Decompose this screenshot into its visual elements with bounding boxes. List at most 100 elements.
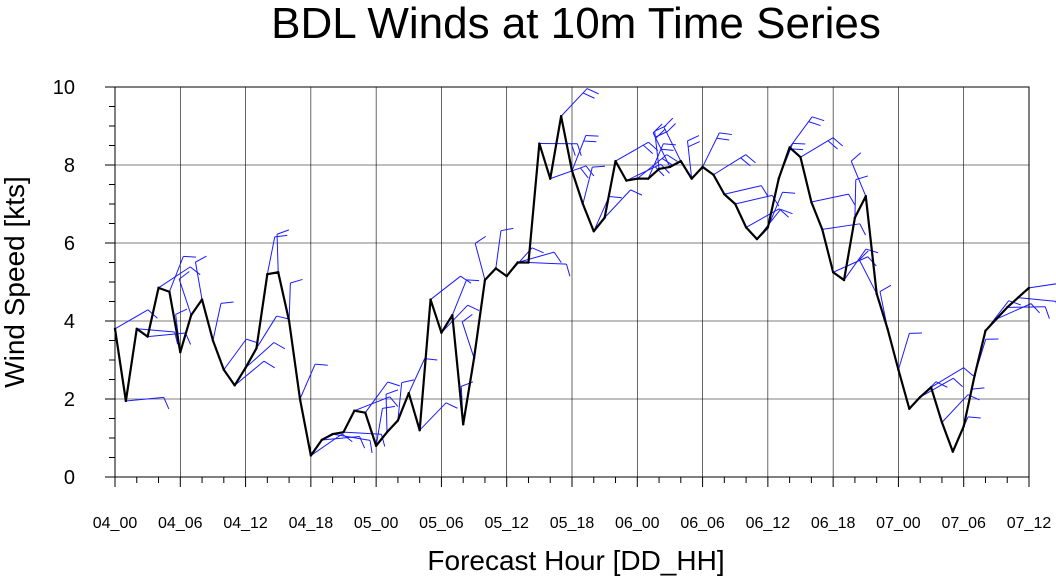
wind-barb	[451, 279, 480, 316]
wind-barb	[419, 402, 458, 431]
data-point	[287, 319, 291, 323]
wind-barb	[713, 154, 756, 176]
data-point	[875, 292, 878, 295]
wind-barb	[858, 250, 878, 294]
data-point	[233, 384, 236, 387]
data-point	[440, 331, 443, 334]
data-point	[1016, 296, 1020, 299]
data-point	[853, 216, 857, 219]
wind-barb	[582, 165, 605, 205]
wind-barb	[245, 342, 286, 369]
wind-barb	[908, 381, 948, 410]
data-point	[200, 298, 204, 301]
data-point	[592, 230, 595, 233]
wind-barb	[724, 185, 769, 197]
data-point	[157, 286, 160, 290]
x-tick-label: 04_12	[223, 515, 268, 532]
y-axis-label: Wind Speed [kts]	[0, 176, 30, 388]
wind-barb	[194, 255, 207, 300]
data-point	[516, 261, 519, 264]
data-point	[842, 278, 846, 282]
wind-barb	[517, 251, 562, 263]
data-point	[657, 167, 661, 171]
grid	[115, 87, 1029, 477]
wind-speed-line-layer	[113, 115, 1031, 457]
data-point	[179, 351, 182, 354]
data-point	[712, 173, 715, 176]
wind-barb	[996, 303, 1040, 320]
x-tick-label: 05_18	[550, 515, 595, 532]
data-point	[744, 226, 748, 229]
wind-barb	[441, 304, 480, 334]
x-tick-label: 06_12	[746, 515, 791, 532]
wind-barb	[930, 367, 974, 388]
wind-barb	[234, 360, 275, 386]
data-point	[549, 177, 552, 180]
data-point	[690, 177, 693, 180]
wind-barb	[647, 143, 676, 179]
wind-barb	[343, 431, 386, 447]
x-tick-label: 05_12	[484, 515, 529, 532]
wind-barb	[375, 405, 396, 446]
wind-barb	[397, 379, 415, 421]
data-point	[146, 335, 149, 338]
wind-barb	[364, 381, 400, 413]
wind-barb	[332, 433, 373, 453]
data-point	[494, 267, 498, 270]
data-point	[277, 271, 280, 274]
x-tick-label: 05_00	[354, 515, 399, 532]
data-point	[734, 202, 737, 206]
data-point	[538, 142, 541, 145]
data-point	[222, 368, 226, 371]
x-tick-label: 04_00	[93, 515, 138, 532]
wind-barb	[136, 328, 179, 345]
wind-barb	[212, 301, 234, 341]
data-point	[364, 411, 367, 414]
data-point	[255, 347, 258, 350]
x-tick-label: 04_06	[158, 515, 203, 532]
wind-barb	[408, 358, 438, 394]
data-point	[668, 165, 672, 169]
y-tick-label: 4	[64, 311, 75, 333]
wind-barbs	[114, 88, 1056, 456]
data-point	[342, 430, 345, 434]
x-axis-label: Forecast Hour [DD_HH]	[427, 545, 724, 576]
wind-barb	[745, 208, 789, 228]
data-point	[951, 450, 955, 453]
data-point	[266, 273, 269, 276]
wind-barb	[702, 132, 732, 168]
data-point	[353, 409, 356, 412]
data-point	[984, 329, 987, 332]
wind-barb	[256, 315, 290, 349]
wind-barb	[811, 193, 856, 206]
data-point	[298, 397, 302, 401]
data-point	[940, 421, 944, 424]
y-axis-ticks: 0 2 4 6 8 10	[53, 77, 115, 489]
wind-barb	[385, 389, 399, 433]
wind-barb	[461, 313, 475, 359]
data-point	[559, 115, 563, 118]
data-point	[429, 298, 432, 301]
data-point	[244, 366, 247, 369]
data-point	[788, 146, 791, 149]
wind-barb	[560, 88, 599, 117]
x-tick-label: 06_00	[615, 515, 660, 532]
data-point	[331, 432, 334, 436]
data-point	[135, 327, 138, 330]
data-point	[483, 278, 487, 282]
data-point	[864, 195, 867, 198]
wind-barb	[571, 134, 599, 172]
data-point	[168, 290, 171, 293]
wind-barb	[652, 123, 671, 168]
wind-barb	[822, 223, 867, 236]
data-point	[124, 399, 128, 403]
wind-barb	[663, 117, 682, 162]
chart-title: BDL Winds at 10m Time Series	[271, 0, 881, 48]
data-point	[451, 313, 454, 317]
x-tick-label: 05_06	[419, 515, 464, 532]
x-tick-label: 06_06	[680, 515, 725, 532]
x-tick-label: 07_12	[1007, 515, 1052, 532]
data-point	[1006, 306, 1009, 309]
data-point	[973, 374, 976, 377]
data-point	[505, 274, 508, 278]
